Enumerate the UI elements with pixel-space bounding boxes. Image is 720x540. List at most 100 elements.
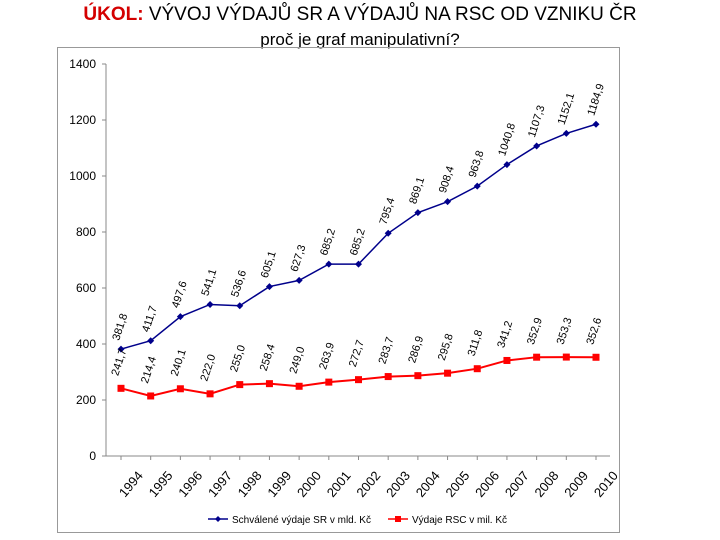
data-label: 1184,9 bbox=[585, 82, 607, 117]
data-label: 627,3 bbox=[289, 243, 309, 273]
data-point bbox=[414, 372, 422, 380]
data-point bbox=[503, 161, 511, 169]
data-point bbox=[384, 229, 392, 237]
data-label: 255,0 bbox=[228, 344, 248, 374]
data-label: 795,4 bbox=[378, 196, 398, 226]
x-tick-label: 2005 bbox=[442, 468, 472, 500]
data-label: 605,1 bbox=[259, 250, 279, 280]
x-tick-label: 1994 bbox=[116, 468, 146, 500]
data-label: 311,8 bbox=[466, 329, 486, 358]
data-point bbox=[117, 345, 125, 353]
data-label: 497,6 bbox=[170, 280, 190, 310]
data-label: 685,2 bbox=[318, 227, 338, 257]
data-label: 1107,3 bbox=[526, 104, 548, 139]
data-label: 283,7 bbox=[377, 336, 397, 366]
data-point bbox=[117, 384, 125, 392]
data-label: 353,3 bbox=[555, 316, 575, 346]
data-label: 222,0 bbox=[199, 353, 219, 383]
data-label: 536,6 bbox=[229, 269, 249, 299]
x-tick-label: 2004 bbox=[413, 468, 443, 500]
y-tick-label: 200 bbox=[76, 393, 96, 407]
chart-frame bbox=[57, 47, 620, 533]
data-point bbox=[147, 392, 155, 400]
legend-marker bbox=[395, 516, 401, 522]
data-point bbox=[562, 129, 570, 137]
data-label: 249,0 bbox=[288, 345, 308, 375]
data-label: 908,4 bbox=[437, 165, 457, 195]
data-label: 286,9 bbox=[406, 335, 426, 365]
data-point bbox=[503, 356, 511, 364]
data-point bbox=[473, 365, 481, 373]
data-point bbox=[562, 353, 570, 361]
data-point bbox=[592, 120, 600, 128]
data-point bbox=[176, 385, 184, 393]
data-label: 685,2 bbox=[348, 227, 368, 257]
title-rest: VÝVOJ VÝDAJŮ SR A VÝDAJŮ NA RSC OD VZNIK… bbox=[143, 4, 637, 25]
data-point bbox=[384, 373, 392, 381]
data-label: 1040,8 bbox=[496, 122, 518, 158]
legend-marker bbox=[215, 516, 221, 522]
data-label: 381,8 bbox=[110, 312, 130, 342]
x-tick-label: 2003 bbox=[383, 468, 413, 500]
y-tick-label: 400 bbox=[76, 337, 96, 351]
data-point bbox=[592, 353, 600, 361]
title-prefix: ÚKOL: bbox=[83, 4, 144, 25]
x-tick-label: 2002 bbox=[353, 468, 383, 500]
x-tick-label: 2010 bbox=[591, 468, 621, 500]
x-tick-label: 1995 bbox=[145, 468, 175, 500]
legend-entry: Výdaje RSC v mil. Kč bbox=[412, 515, 507, 526]
x-tick-label: 2007 bbox=[502, 468, 532, 500]
y-tick-label: 1200 bbox=[69, 113, 96, 127]
data-point bbox=[473, 182, 481, 190]
x-tick-label: 2009 bbox=[561, 468, 591, 500]
x-tick-label: 2008 bbox=[531, 468, 561, 500]
data-point bbox=[176, 313, 184, 321]
data-label: 272,7 bbox=[347, 339, 367, 369]
data-point bbox=[265, 380, 273, 388]
data-label: 258,4 bbox=[258, 343, 278, 373]
data-point bbox=[533, 142, 541, 150]
data-label: 352,9 bbox=[525, 316, 545, 346]
data-label: 214,4 bbox=[139, 355, 159, 385]
page-subtitle: proč je graf manipulativní? bbox=[260, 30, 460, 49]
y-tick-label: 1000 bbox=[69, 169, 96, 183]
data-label: 240,1 bbox=[169, 348, 189, 378]
data-point bbox=[236, 302, 244, 310]
data-label: 295,8 bbox=[436, 332, 456, 362]
data-point bbox=[295, 382, 303, 390]
data-point bbox=[236, 381, 244, 389]
y-tick-label: 1400 bbox=[69, 57, 96, 71]
x-tick-label: 2000 bbox=[294, 468, 324, 500]
x-tick-label: 1996 bbox=[175, 468, 205, 500]
x-tick-label: 1998 bbox=[235, 468, 265, 500]
data-point bbox=[325, 260, 333, 268]
legend-entry: Schválené výdaje SR v mld. Kč bbox=[232, 515, 371, 526]
data-point bbox=[444, 369, 452, 377]
data-point bbox=[147, 337, 155, 345]
page-title: ÚKOL: VÝVOJ VÝDAJŮ SR A VÝDAJŮ NA RSC OD… bbox=[0, 4, 720, 26]
data-point bbox=[355, 260, 362, 268]
x-tick-label: 1997 bbox=[205, 468, 235, 500]
data-label: 341,2 bbox=[495, 319, 515, 349]
y-tick-label: 800 bbox=[76, 225, 96, 239]
data-label: 263,9 bbox=[317, 341, 337, 371]
data-label: 869,1 bbox=[407, 176, 427, 206]
x-tick-label: 2006 bbox=[472, 468, 502, 500]
data-point bbox=[295, 276, 303, 284]
data-point bbox=[533, 353, 541, 361]
data-label: 1152,1 bbox=[556, 91, 578, 126]
data-point bbox=[265, 283, 273, 291]
x-tick-label: 2001 bbox=[324, 468, 354, 500]
y-tick-label: 600 bbox=[76, 281, 96, 295]
data-point bbox=[206, 300, 214, 308]
data-label: 411,7 bbox=[140, 305, 160, 334]
y-tick-label: 0 bbox=[89, 449, 96, 463]
data-point bbox=[206, 390, 214, 398]
x-tick-label: 1999 bbox=[264, 468, 294, 500]
data-label: 241,7 bbox=[109, 347, 129, 377]
data-point bbox=[444, 198, 452, 206]
data-point bbox=[325, 378, 333, 386]
data-point bbox=[414, 209, 422, 217]
data-label: 541,1 bbox=[200, 268, 220, 298]
